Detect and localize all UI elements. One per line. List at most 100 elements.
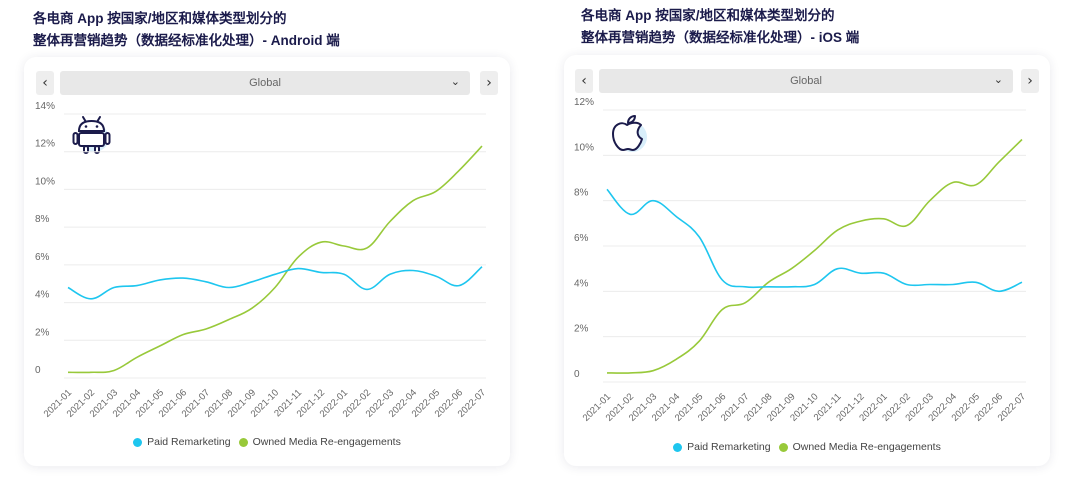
legend-label-owned: Owned Media Re-engagements — [252, 436, 401, 448]
data-point-paid — [835, 266, 839, 270]
next-button[interactable]: › — [480, 71, 498, 95]
data-point-owned — [997, 160, 1001, 164]
data-point-owned — [628, 371, 632, 375]
legend-item-owned[interactable]: Owned Media Re-engagements — [778, 441, 941, 453]
y-tick-label: 14% — [35, 101, 55, 112]
chart-card-ios: ‹ Global ⌄ › 0 2% 4% 6% 8% 10% 12% 2021-01 2021-… — [564, 55, 1050, 466]
data-point-paid — [434, 274, 438, 278]
data-point-owned — [928, 198, 932, 202]
data-point-paid — [858, 271, 862, 275]
data-point-owned — [365, 246, 369, 250]
data-point-paid — [158, 278, 162, 282]
data-point-owned — [697, 339, 701, 343]
chart-card-android: ‹ Global ⌄ › 0 2% 4% 6% 8% 10% 12% 14% 2021-01 20… — [24, 57, 510, 466]
data-point-paid — [1020, 280, 1024, 284]
legend-item-owned[interactable]: Owned Media Re-engagements — [238, 436, 401, 448]
data-point-paid — [628, 212, 632, 216]
y-tick-label: 12% — [35, 139, 55, 150]
data-point-owned — [204, 327, 208, 331]
legend-label-owned: Owned Media Re-engagements — [792, 441, 941, 453]
data-point-owned — [227, 317, 231, 321]
data-point-paid — [743, 285, 747, 289]
legend-item-paid[interactable]: Paid Remarketing — [673, 441, 771, 453]
data-point-paid — [365, 287, 369, 291]
data-point-owned — [605, 371, 609, 375]
data-point-owned — [158, 344, 162, 348]
data-point-paid — [457, 283, 461, 287]
dropdown-value: Global — [790, 75, 822, 87]
title-line-1: 各电商 App 按国家/地区和媒体类型划分的 — [581, 8, 835, 23]
y-tick-label: 10% — [574, 142, 594, 153]
prev-button[interactable]: ‹ — [575, 69, 593, 93]
region-dropdown[interactable]: Global ⌄ — [599, 69, 1013, 93]
apple-icon — [612, 115, 647, 152]
dropdown-value: Global — [249, 77, 281, 89]
data-point-paid — [480, 265, 484, 269]
data-point-paid — [204, 280, 208, 284]
data-point-paid — [181, 276, 185, 280]
legend-dot-owned — [778, 442, 788, 452]
data-point-owned — [720, 307, 724, 311]
data-point-paid — [273, 272, 277, 276]
data-point-paid — [997, 289, 1001, 293]
chart-legend: Paid Remarketing Owned Media Re-engageme… — [564, 441, 1050, 453]
legend-label-paid: Paid Remarketing — [687, 441, 771, 453]
data-point-paid — [112, 285, 116, 289]
data-point-owned — [342, 244, 346, 248]
data-point-owned — [89, 370, 93, 374]
data-point-paid — [250, 280, 254, 284]
data-point-owned — [480, 144, 484, 148]
y-tick-label: 8% — [574, 188, 589, 199]
data-point-owned — [181, 332, 185, 336]
data-point-paid — [342, 272, 346, 276]
panel-title-android: 各电商 App 按国家/地区和媒体类型划分的 整体再营销趋势（数据经标准化处理）… — [33, 8, 340, 52]
chevron-down-icon: ⌄ — [450, 75, 460, 88]
data-point-owned — [1020, 137, 1024, 141]
data-point-paid — [411, 268, 415, 272]
legend-dot-paid — [673, 442, 683, 452]
series-line-owned-media — [67, 145, 483, 374]
data-point-owned — [835, 228, 839, 232]
data-point-paid — [766, 285, 770, 289]
next-button[interactable]: › — [1021, 69, 1039, 93]
data-point-owned — [434, 189, 438, 193]
series-line-paid-remarketing — [67, 266, 483, 300]
data-point-paid — [227, 285, 231, 289]
region-dropdown[interactable]: Global ⌄ — [60, 71, 470, 95]
y-tick-label: 2% — [35, 327, 50, 338]
data-point-owned — [905, 223, 909, 227]
y-tick-label: 0 — [35, 365, 41, 376]
data-point-paid — [89, 297, 93, 301]
prev-button[interactable]: ‹ — [36, 71, 54, 95]
data-point-owned — [250, 306, 254, 310]
data-point-owned — [112, 368, 116, 372]
y-tick-label: 6% — [35, 252, 50, 263]
data-point-paid — [135, 283, 139, 287]
y-tick-label: 10% — [35, 176, 55, 187]
title-line-1: 各电商 App 按国家/地区和媒体类型划分的 — [33, 11, 287, 26]
data-point-owned — [674, 357, 678, 361]
y-tick-label: 4% — [574, 278, 589, 289]
data-point-owned — [388, 219, 392, 223]
data-point-paid — [296, 266, 300, 270]
data-point-owned — [743, 300, 747, 304]
data-point-paid — [674, 214, 678, 218]
data-point-paid — [388, 272, 392, 276]
data-point-owned — [319, 240, 323, 244]
android-icon — [72, 116, 111, 154]
data-point-owned — [974, 183, 978, 187]
title-line-2: 整体再营销趋势（数据经标准化处理）- iOS 端 — [581, 30, 860, 45]
y-tick-label: 6% — [574, 233, 589, 244]
chevron-down-icon: ⌄ — [993, 73, 1003, 86]
data-point-owned — [135, 355, 139, 359]
data-point-owned — [766, 280, 770, 284]
data-point-owned — [411, 199, 415, 203]
legend-item-paid[interactable]: Paid Remarketing — [133, 436, 231, 448]
data-point-paid — [951, 282, 955, 286]
y-tick-label: 0 — [574, 369, 580, 380]
panel-title-ios: 各电商 App 按国家/地区和媒体类型划分的 整体再营销趋势（数据经标准化处理）… — [581, 5, 859, 49]
data-point-owned — [881, 217, 885, 221]
series-line-paid-remarketing — [606, 188, 1023, 293]
data-point-paid — [905, 282, 909, 286]
data-point-owned — [273, 285, 277, 289]
